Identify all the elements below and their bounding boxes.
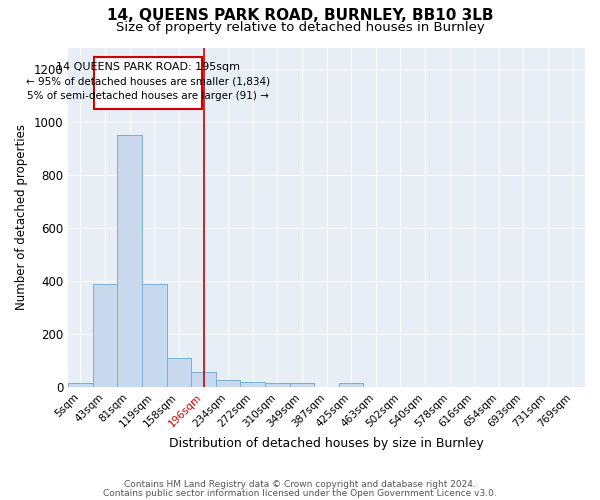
FancyBboxPatch shape — [94, 57, 202, 109]
Bar — [93, 284, 118, 387]
Text: 14, QUEENS PARK ROAD, BURNLEY, BB10 3LB: 14, QUEENS PARK ROAD, BURNLEY, BB10 3LB — [107, 8, 493, 22]
X-axis label: Distribution of detached houses by size in Burnley: Distribution of detached houses by size … — [169, 437, 484, 450]
Bar — [167, 358, 191, 387]
Bar — [339, 383, 364, 387]
Bar — [290, 383, 314, 387]
Bar — [191, 372, 216, 387]
Text: 5% of semi-detached houses are larger (91) →: 5% of semi-detached houses are larger (9… — [27, 92, 269, 102]
Bar — [68, 383, 93, 387]
Text: Contains HM Land Registry data © Crown copyright and database right 2024.: Contains HM Land Registry data © Crown c… — [124, 480, 476, 489]
Bar — [118, 135, 142, 387]
Bar — [142, 284, 167, 387]
Text: Contains public sector information licensed under the Open Government Licence v3: Contains public sector information licen… — [103, 489, 497, 498]
Bar — [216, 380, 241, 387]
Text: Size of property relative to detached houses in Burnley: Size of property relative to detached ho… — [116, 21, 484, 34]
Y-axis label: Number of detached properties: Number of detached properties — [15, 124, 28, 310]
Text: 14 QUEENS PARK ROAD: 195sqm: 14 QUEENS PARK ROAD: 195sqm — [56, 62, 240, 72]
Bar — [241, 382, 265, 387]
Bar — [265, 383, 290, 387]
Text: ← 95% of detached houses are smaller (1,834): ← 95% of detached houses are smaller (1,… — [26, 76, 270, 86]
